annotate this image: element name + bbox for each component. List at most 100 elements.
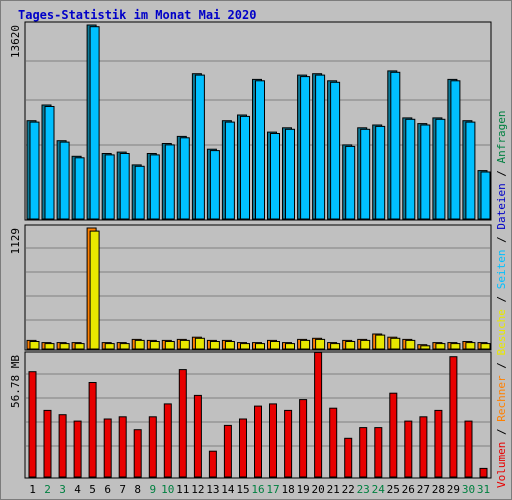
day-label-5: 5 <box>89 483 96 496</box>
bar-volumen-day-26 <box>404 420 413 478</box>
bar-besuche-day-6 <box>104 343 115 350</box>
day-label-10: 10 <box>161 483 174 496</box>
day-label-13: 13 <box>206 483 219 496</box>
bar-dateien-day-26 <box>405 118 416 220</box>
bar-dateien-day-11 <box>179 137 190 220</box>
legend-item-1: / <box>495 422 508 442</box>
legend-item-0: Volumen <box>495 442 508 488</box>
bar-dateien-day-18 <box>285 128 295 220</box>
day-label-4: 4 <box>74 483 81 496</box>
bar-dateien-day-2 <box>44 106 55 220</box>
day-label-15: 15 <box>236 483 249 496</box>
bar-besuche-day-26 <box>405 339 416 350</box>
day-label-18: 18 <box>281 483 294 496</box>
bar-besuche-day-24 <box>375 334 386 350</box>
bar-besuche-day-31 <box>480 343 491 350</box>
bar-besuche-day-20 <box>315 338 326 350</box>
bar-dateien-day-3 <box>59 141 70 220</box>
bar-dateien-day-29 <box>450 80 461 220</box>
bar-besuche-day-19 <box>300 339 311 350</box>
bar-dateien-day-1 <box>29 121 40 220</box>
bar-besuche-day-3 <box>59 343 70 350</box>
bar-volumen-day-13 <box>208 450 217 478</box>
legend-item-8: Dateien <box>495 183 508 229</box>
chart-title: Tages-Statistik im Monat Mai 2020 <box>18 8 257 22</box>
bar-volumen-day-14 <box>223 424 232 478</box>
day-label-28: 28 <box>432 483 445 496</box>
panel-pages-visits <box>24 224 492 351</box>
day-label-9: 9 <box>149 483 156 496</box>
bar-dateien-day-4 <box>74 157 85 220</box>
bar-dateien-day-7 <box>119 153 130 220</box>
bar-besuche-day-17 <box>270 341 280 350</box>
y-axis-label: 1129 <box>9 228 22 255</box>
bar-besuche-day-30 <box>465 342 476 350</box>
bar-dateien-day-15 <box>240 115 250 220</box>
day-label-21: 21 <box>327 483 340 496</box>
bar-besuche-day-22 <box>345 341 356 350</box>
bar-volumen-day-15 <box>239 418 247 478</box>
bar-besuche-day-27 <box>420 345 431 350</box>
bar-besuche-day-23 <box>360 339 371 350</box>
bar-dateien-day-9 <box>149 154 160 220</box>
day-label-23: 23 <box>357 483 370 496</box>
bar-besuche-day-11 <box>179 339 190 350</box>
bar-volumen-day-28 <box>434 409 443 478</box>
bar-besuche-day-1 <box>29 341 40 350</box>
legend-item-7: / <box>495 230 508 250</box>
bar-volumen-day-1 <box>28 371 37 478</box>
bar-volumen-day-3 <box>58 414 67 478</box>
day-label-3: 3 <box>59 483 66 496</box>
legend-item-9: / <box>495 163 508 183</box>
bar-dateien-day-23 <box>360 128 371 220</box>
bar-dateien-day-21 <box>330 81 341 220</box>
day-label-20: 20 <box>311 483 324 496</box>
day-label-16: 16 <box>251 483 264 496</box>
bar-volumen-day-20 <box>314 351 323 478</box>
bar-volumen-day-19 <box>299 399 308 478</box>
bar-volumen-day-24 <box>374 427 383 478</box>
day-label-7: 7 <box>119 483 126 496</box>
bar-besuche-day-12 <box>194 337 205 350</box>
bar-dateien-day-22 <box>345 145 356 220</box>
bar-dateien-day-14 <box>224 121 235 220</box>
bar-dateien-day-20 <box>315 74 326 220</box>
day-label-30: 30 <box>462 483 475 496</box>
bar-volumen-day-6 <box>103 418 112 478</box>
legend-right: Volumen / Rechner / Besuche / Seiten / D… <box>495 110 508 488</box>
bar-volumen-day-22 <box>344 437 353 478</box>
legend-item-3: / <box>495 356 508 376</box>
day-label-24: 24 <box>372 483 386 496</box>
day-label-6: 6 <box>104 483 111 496</box>
bar-besuche-day-4 <box>74 343 85 350</box>
bar-dateien-day-19 <box>300 76 311 220</box>
bar-besuche-day-10 <box>164 341 175 350</box>
y-axis-label: 56.78 MB <box>9 355 22 408</box>
day-label-22: 22 <box>342 483 355 496</box>
day-label-2: 2 <box>44 483 51 496</box>
bar-dateien-day-8 <box>134 165 145 220</box>
day-label-27: 27 <box>417 483 430 496</box>
bar-volumen-day-27 <box>419 416 428 478</box>
day-label-26: 26 <box>402 483 415 496</box>
bar-besuche-day-29 <box>450 343 461 350</box>
bar-besuche-day-2 <box>44 343 55 350</box>
bar-besuche-day-5 <box>89 230 100 350</box>
bar-besuche-day-15 <box>240 343 250 350</box>
legend-item-6: Seiten <box>495 250 508 290</box>
bar-dateien-day-31 <box>480 171 491 220</box>
bar-besuche-day-28 <box>435 343 446 350</box>
bar-dateien-day-25 <box>390 71 401 220</box>
day-label-17: 17 <box>266 483 279 496</box>
bar-besuche-day-7 <box>119 343 130 350</box>
bar-besuche-day-25 <box>390 337 401 350</box>
bar-dateien-day-6 <box>104 154 115 220</box>
bar-volumen-day-30 <box>464 420 473 478</box>
bar-volumen-day-4 <box>73 420 82 478</box>
bar-volumen-day-18 <box>284 409 293 478</box>
bar-besuche-day-8 <box>134 339 145 350</box>
day-label-19: 19 <box>296 483 309 496</box>
legend-item-2: Rechner <box>495 375 508 422</box>
bar-dateien-day-24 <box>375 125 386 220</box>
day-label-8: 8 <box>134 483 141 496</box>
